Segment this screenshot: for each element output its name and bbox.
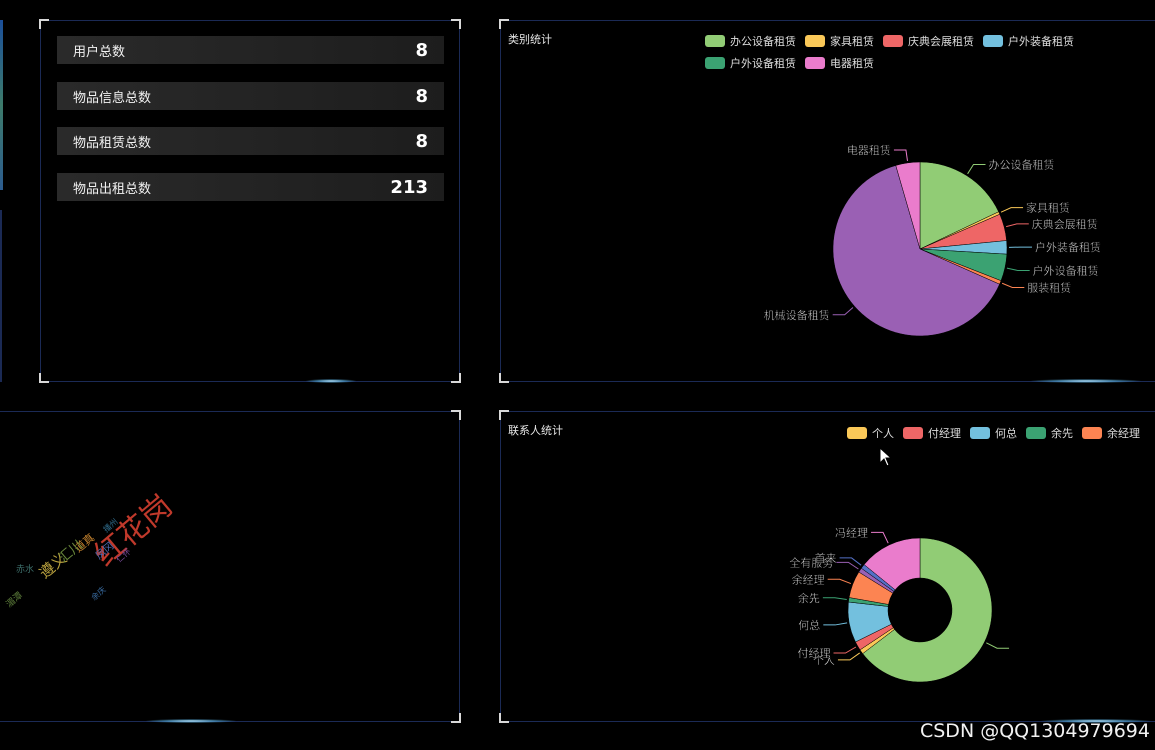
stat-row-users: 用户总数 8 [57, 36, 444, 64]
chart-legend: 办公设备租赁 家具租赁 庆典会展租赁 户外装备租赁户外设备租赁 电器租赁 [705, 30, 1155, 74]
stat-label: 物品信息总数 [73, 90, 152, 106]
corner-decoration [499, 713, 509, 723]
stat-label: 用户总数 [73, 44, 126, 60]
left-edge-strip [0, 20, 3, 190]
legend-swatch [1026, 427, 1046, 439]
corner-decoration [499, 19, 509, 29]
legend-item[interactable]: 庆典会展租赁 [883, 30, 974, 52]
wordcloud-panel: 红花岗 遵义 道真 凤冈 湄潭 余庆 汇川 播州 赤水 仁怀 [0, 410, 461, 723]
watermark: CSDN @QQ1304979694 [919, 720, 1150, 742]
corner-decoration [451, 410, 461, 420]
panel-glow [146, 719, 236, 723]
legend-item[interactable]: 办公设备租赁 [705, 30, 796, 52]
stat-value: 213 [390, 176, 428, 198]
corner-decoration [451, 19, 461, 29]
legend-swatch [1082, 427, 1102, 439]
legend-swatch [805, 57, 825, 69]
stat-label: 物品租赁总数 [73, 135, 152, 151]
stat-value: 8 [415, 39, 428, 61]
category-chart-panel: 类别统计 办公设备租赁 家具租赁 庆典会展租赁 户外装备租赁户外设备租赁 电器租赁 [499, 19, 1155, 383]
legend-item[interactable]: 户外设备租赁 [705, 52, 796, 74]
legend-item[interactable]: 户外装备租赁 [983, 30, 1074, 52]
legend-label: 办公设备租赁 [730, 35, 796, 48]
chart-title: 联系人统计 [508, 424, 563, 437]
legend-item[interactable]: 家具租赁 [805, 30, 874, 52]
stat-row-rentals: 物品租赁总数 8 [57, 127, 444, 155]
stat-value: 8 [415, 85, 428, 107]
stat-row-rentouts: 物品出租总数 213 [57, 173, 444, 201]
legend-label: 何总 [995, 427, 1017, 440]
legend-label: 余先 [1051, 427, 1073, 440]
legend-label: 户外设备租赁 [730, 57, 796, 70]
legend-item[interactable]: 付经理 [903, 422, 961, 444]
corner-decoration [39, 19, 49, 29]
stat-label: 物品出租总数 [73, 181, 152, 197]
stat-value: 8 [415, 130, 428, 152]
corner-decoration [499, 373, 509, 383]
legend-item[interactable]: 余先 [1026, 422, 1073, 444]
word-cloud-word: 赤水 [16, 565, 35, 575]
legend-label: 庆典会展租赁 [908, 35, 974, 48]
legend-item[interactable]: 何总 [970, 422, 1017, 444]
chart-title: 类别统计 [508, 33, 552, 46]
legend-swatch [903, 427, 923, 439]
stat-row-items: 物品信息总数 8 [57, 82, 444, 110]
legend-swatch [847, 427, 867, 439]
legend-swatch [970, 427, 990, 439]
panel-glow [1031, 379, 1141, 383]
word-cloud-word: 余庆 [89, 585, 108, 603]
legend-swatch [805, 35, 825, 47]
word-cloud-word: 红花岗 [87, 488, 180, 574]
corner-decoration [39, 373, 49, 383]
legend-item[interactable]: 个人 [847, 422, 894, 444]
contact-chart-panel: 联系人统计 个人 付经理 何总 余先 余经理 [499, 410, 1155, 723]
corner-decoration [451, 713, 461, 723]
legend-label: 付经理 [928, 427, 961, 440]
panel-glow [1041, 719, 1151, 723]
legend-swatch [983, 35, 1003, 47]
word-cloud-word: 湄潭 [4, 590, 25, 610]
legend-swatch [883, 35, 903, 47]
corner-decoration [451, 373, 461, 383]
legend-label: 户外装备租赁 [1008, 35, 1074, 48]
mouse-cursor-icon [879, 447, 893, 467]
legend-swatch [705, 35, 725, 47]
legend-label: 余经理 [1107, 427, 1140, 440]
legend-label: 家具租赁 [830, 35, 874, 48]
panel-glow [306, 379, 356, 383]
chart-legend: 个人 付经理 何总 余先 余经理 [847, 422, 1155, 444]
corner-decoration [499, 410, 509, 420]
left-edge-line [0, 210, 2, 382]
legend-label: 电器租赁 [830, 57, 874, 70]
legend-item[interactable]: 余经理 [1082, 422, 1140, 444]
legend-label: 个人 [872, 427, 894, 440]
legend-swatch [705, 57, 725, 69]
stats-panel: 用户总数 8 物品信息总数 8 物品租赁总数 8 物品出租总数 213 [39, 19, 461, 383]
legend-item[interactable]: 电器租赁 [805, 52, 874, 74]
